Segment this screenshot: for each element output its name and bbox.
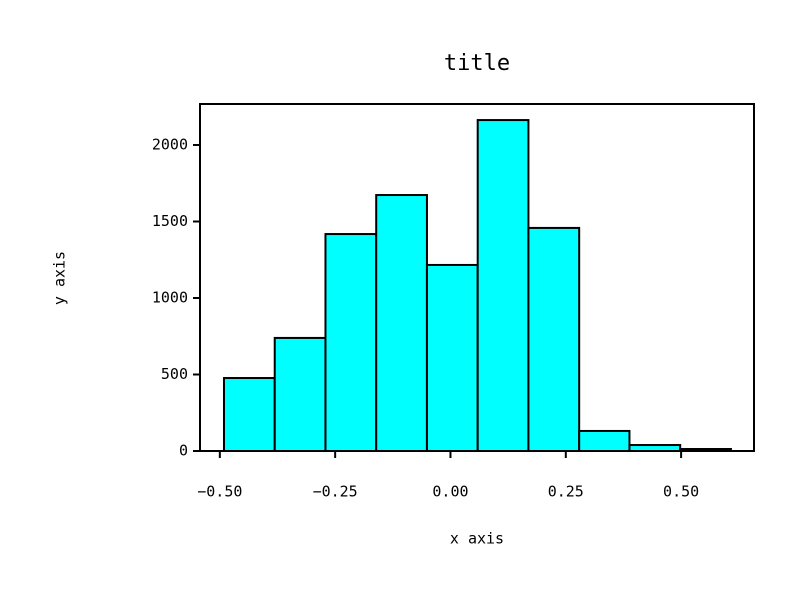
bar	[578, 429, 631, 453]
x-tick-label: 0.00	[432, 483, 468, 501]
x-tick-label: 0.50	[663, 483, 699, 501]
bar	[527, 226, 581, 452]
bar	[476, 119, 530, 452]
y-tick-label: 500	[161, 365, 188, 383]
x-tick-label: 0.25	[548, 483, 584, 501]
y-tick-label: 1500	[152, 212, 188, 230]
x-tick-label: −0.50	[197, 483, 242, 501]
chart-title: title	[444, 51, 510, 76]
bar	[324, 233, 378, 452]
y-tick-label: 1000	[152, 289, 188, 307]
plot-frame	[199, 103, 755, 452]
x-tick-label: −0.25	[313, 483, 358, 501]
y-tick-label: 0	[179, 442, 188, 460]
x-axis-label: x axis	[450, 530, 504, 548]
bar	[375, 194, 428, 452]
y-tick-label: 2000	[152, 136, 188, 154]
bar	[222, 377, 276, 452]
y-axis-label: y axis	[51, 251, 69, 305]
bar	[425, 263, 479, 452]
bar	[273, 336, 327, 452]
